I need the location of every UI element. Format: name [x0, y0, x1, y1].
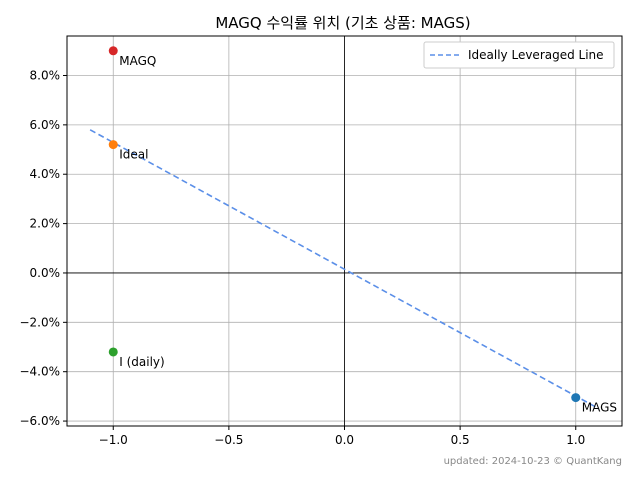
- legend-box: [423, 41, 615, 69]
- y-tick-label: −6.0%: [19, 414, 60, 428]
- point-1: [108, 140, 118, 150]
- point-label-0: MAGQ: [119, 54, 156, 68]
- legend-label: Ideally Leveraged Line: [468, 48, 604, 62]
- y-tick-label: 2.0%: [30, 217, 61, 231]
- x-tick-label: 1.0: [566, 433, 585, 447]
- x-tick-label: 0.5: [451, 433, 470, 447]
- x-tick-label: −0.5: [214, 433, 243, 447]
- y-tick-label: 4.0%: [30, 167, 61, 181]
- y-tick-label: −2.0%: [19, 315, 60, 329]
- ideal-line-series: [89, 129, 600, 410]
- y-axis: −6.0% −4.0% −2.0% 0.0% 2.0% 4.0% 6.0% 8.0%: [19, 68, 67, 428]
- y-tick-label: 8.0%: [30, 68, 61, 82]
- point-label-3: MAGS: [582, 401, 617, 415]
- y-tick-label: 6.0%: [30, 118, 61, 132]
- y-tick-label: −4.0%: [19, 365, 60, 379]
- legend: Ideally Leveraged Line: [423, 41, 615, 69]
- y-tick-label: 0.0%: [30, 266, 61, 280]
- x-axis: −1.0 −0.5 0.0 0.5 1.0: [99, 426, 585, 447]
- chart-title: MAGQ 수익률 위치 (기초 상품: MAGS): [215, 14, 470, 32]
- point-label-1: Ideal: [119, 148, 148, 162]
- plot-frame: [66, 35, 623, 427]
- ideal-line: [89, 129, 600, 410]
- point-0: [108, 46, 118, 56]
- point-3: [571, 393, 581, 403]
- point-labels: MAGQ Ideal I (daily) MAGS: [119, 54, 617, 415]
- footer-note: updated: 2024-10-23 © QuantKang: [444, 456, 622, 467]
- scatter-points: [108, 46, 581, 403]
- point-2: [108, 347, 118, 357]
- zero-lines: [67, 36, 622, 426]
- point-label-2: I (daily): [119, 355, 164, 369]
- x-tick-label: 0.0: [335, 433, 354, 447]
- x-tick-label: −1.0: [99, 433, 128, 447]
